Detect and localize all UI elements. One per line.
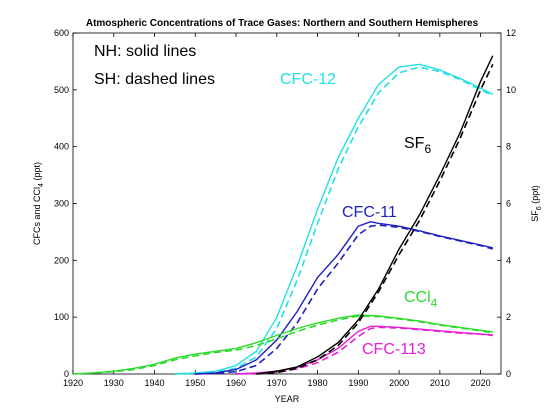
y-right-tick-label: 2 xyxy=(506,312,511,322)
note-sh: SH: dashed lines xyxy=(94,71,215,88)
x-tick-label: 1990 xyxy=(348,378,368,388)
y-left-tick-label: 200 xyxy=(54,255,69,265)
x-tick-label: 2010 xyxy=(430,378,450,388)
x-tick-label: 1980 xyxy=(308,378,328,388)
cfc-11-nh-line xyxy=(195,220,493,375)
y-left-axis-label: CFCs and CCl4 (ppt) xyxy=(32,162,45,245)
y-right-tick-label: 8 xyxy=(506,142,511,152)
ccl4-series-label: CCl4 xyxy=(404,289,438,310)
y-left-tick-label: 400 xyxy=(54,142,69,152)
sf6-series-label: SF6 xyxy=(404,135,431,156)
y-left-tick-label: 300 xyxy=(54,199,69,209)
y-left-tick-label: 100 xyxy=(54,312,69,322)
y-right-tick-label: 12 xyxy=(506,28,516,38)
y-left-tick-label: 0 xyxy=(64,369,69,379)
cfc-12-sh-line xyxy=(174,66,494,375)
x-tick-label: 1940 xyxy=(145,378,165,388)
x-axis-label: YEAR xyxy=(275,394,300,404)
x-tick-label: 1930 xyxy=(104,378,124,388)
cfc-11-series-label: CFC-11 xyxy=(342,204,397,221)
y-right-tick-label: 10 xyxy=(506,85,516,95)
y-right-tick-label: 4 xyxy=(506,255,511,265)
plot-area: 1920 1930 1940 1950 1960 1970 1980 1990 2000 2010… xyxy=(32,28,543,404)
x-tick-label: 1920 xyxy=(63,378,83,388)
ccl4-nh-line xyxy=(72,314,493,375)
x-tick-label: 2000 xyxy=(389,378,409,388)
y-right-tick-label: 6 xyxy=(506,199,511,209)
cfc-113-series-label: CFC-113 xyxy=(362,341,426,358)
x-tick-label: 1960 xyxy=(226,378,246,388)
y-right-tick-label: 0 xyxy=(506,369,511,379)
sf6-sh-line xyxy=(256,63,494,375)
sf6-nh-line xyxy=(256,55,494,375)
x-tick-label: 2020 xyxy=(471,378,491,388)
y-right-axis-label: SF6 (ppt) xyxy=(530,185,543,221)
y-left-tick-label: 500 xyxy=(54,85,69,95)
y-left-tick-label: 600 xyxy=(54,28,69,38)
cfc-12-nh-line xyxy=(174,63,494,375)
cfc-12-series-label: CFC-12 xyxy=(280,71,336,88)
chart-title: Atmospheric Concentrations of Trace Gase… xyxy=(86,18,479,29)
note-nh: NH: solid lines xyxy=(94,43,196,60)
x-tick-label: 1950 xyxy=(185,378,205,388)
x-tick-label: 1970 xyxy=(267,378,287,388)
